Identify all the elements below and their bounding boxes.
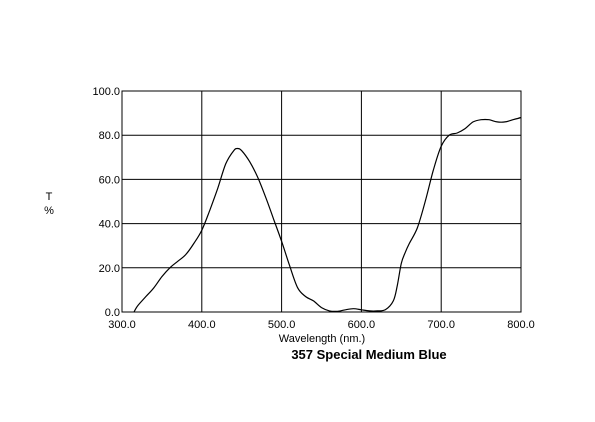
- x-tick-label: 400.0: [188, 319, 216, 331]
- y-tick-label: 20.0: [99, 263, 120, 275]
- y-axis-label-t: T: [46, 191, 53, 203]
- y-tick-label: 40.0: [99, 219, 120, 231]
- y-tick-labels: 0.0 20.0 40.0 60.0 80.0 100.0: [92, 86, 120, 319]
- chart-title: 357 Special Medium Blue: [291, 347, 446, 362]
- y-tick-label: 100.0: [92, 86, 120, 98]
- y-tick-label: 80.0: [99, 130, 120, 142]
- x-tick-labels: 300.0 400.0 500.0 600.0 700.0 800.0: [108, 319, 535, 331]
- plot-frame: [121, 90, 522, 313]
- grid-lines: [121, 90, 522, 313]
- y-tick-label: 60.0: [99, 174, 120, 186]
- x-tick-label: 700.0: [427, 319, 455, 331]
- x-tick-label: 300.0: [108, 319, 136, 331]
- x-axis-label: Wavelength (nm.): [279, 333, 365, 345]
- x-tick-label: 800.0: [507, 319, 535, 331]
- y-axis-label-percent: %: [44, 205, 54, 217]
- x-tick-label: 500.0: [268, 319, 296, 331]
- x-tick-label: 600.0: [348, 319, 376, 331]
- series-line: [133, 116, 522, 313]
- y-tick-label: 0.0: [105, 307, 120, 319]
